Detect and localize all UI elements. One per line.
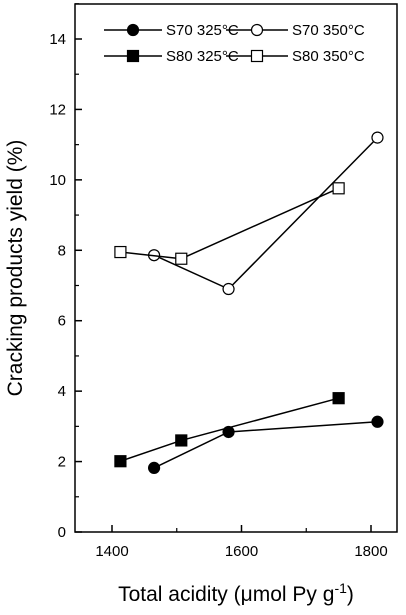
data-point — [371, 131, 384, 144]
legend-marker — [250, 23, 264, 37]
series-group — [114, 131, 384, 475]
data-point — [175, 434, 188, 447]
legend-label: S80 325°C — [166, 48, 239, 65]
y-tick-label: 2 — [58, 454, 66, 471]
series-line — [153, 137, 379, 290]
legend-marker — [250, 49, 264, 63]
legend-marker — [126, 49, 140, 63]
series-2 — [147, 131, 384, 296]
legend-label: S70 350°C — [292, 22, 365, 39]
series-line — [153, 421, 378, 469]
x-axis-title: Total acidity (μmol Py g-1) — [118, 580, 354, 606]
data-point — [332, 182, 345, 195]
plot-frame — [74, 3, 398, 533]
legend-entry: S80 350°C — [226, 48, 365, 65]
legend: S70 325°C S70 350°C S80 325°C S80 350°C — [104, 22, 365, 65]
x-tick-label: 1800 — [354, 543, 387, 560]
x-tick-label: 1600 — [225, 543, 258, 560]
series-4 — [114, 182, 345, 265]
y-tick-label: 14 — [49, 31, 66, 48]
axis-ticks: 1400 1600 1800 0 2 4 6 8 10 12 14 — [49, 3, 388, 560]
x-axis-title-main: Total acidity (μmol Py g — [118, 583, 334, 606]
data-point — [114, 455, 127, 468]
data-point — [371, 415, 384, 428]
y-tick-label: 10 — [49, 172, 66, 189]
data-point — [175, 252, 188, 265]
legend-label: S80 350°C — [292, 48, 365, 65]
data-point — [147, 461, 161, 475]
y-tick-label: 4 — [58, 383, 66, 400]
y-tick-label: 8 — [58, 242, 66, 259]
legend-marker — [126, 23, 140, 37]
legend-entry: S80 325°C — [104, 48, 239, 65]
x-tick-label: 1400 — [95, 543, 128, 560]
legend-entry: S70 350°C — [226, 22, 365, 39]
x-axis-title-close: ) — [347, 583, 354, 606]
y-axis-title: Cracking products yield (%) — [4, 140, 27, 397]
data-point — [332, 392, 345, 405]
series-1 — [147, 415, 384, 475]
series-line — [120, 187, 339, 260]
y-tick-label: 12 — [49, 101, 66, 118]
legend-label: S70 325°C — [166, 22, 239, 39]
x-axis-title-sup: -1 — [334, 580, 347, 596]
y-tick-label: 0 — [58, 524, 66, 541]
legend-entry: S70 325°C — [104, 22, 239, 39]
y-tick-label: 6 — [58, 313, 66, 330]
data-point — [222, 282, 235, 296]
series-3 — [114, 392, 345, 468]
data-point — [114, 245, 127, 259]
